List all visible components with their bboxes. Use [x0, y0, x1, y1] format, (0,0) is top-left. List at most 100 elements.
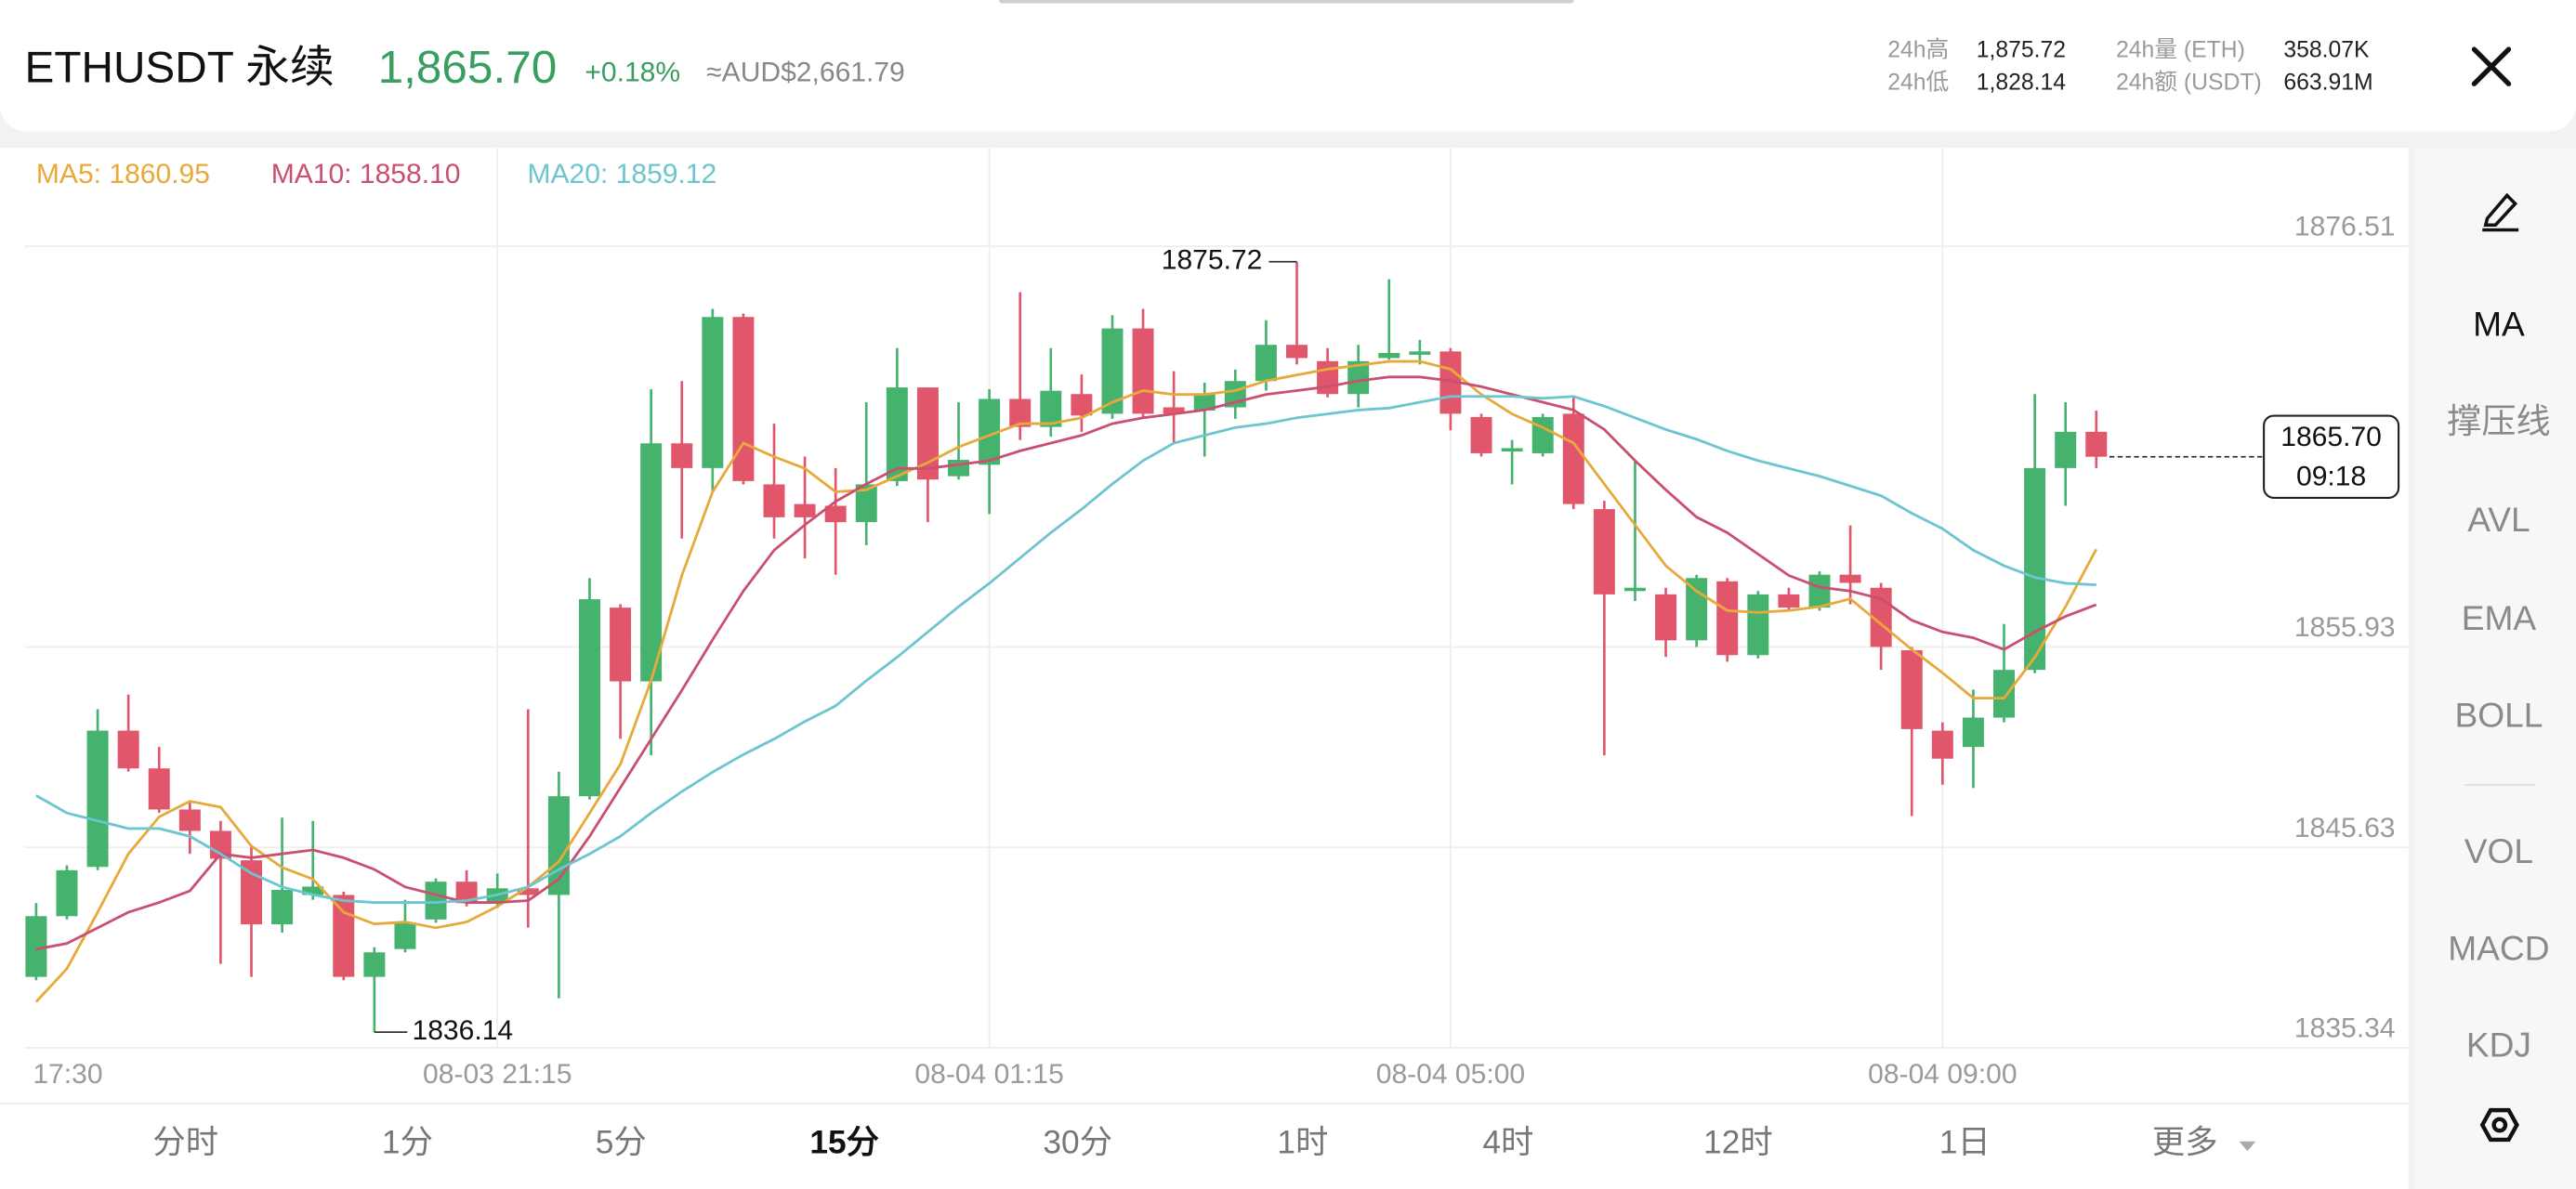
candle-body	[517, 888, 539, 895]
candle-body	[1747, 594, 1769, 656]
candle-body	[1470, 416, 1492, 453]
legend-item: MA10: 1858.10	[271, 159, 461, 189]
candle-body	[363, 952, 386, 977]
candle-body	[1071, 394, 1093, 416]
candle-body	[886, 387, 908, 481]
candle-body	[1409, 351, 1431, 355]
candle-body	[1562, 413, 1584, 504]
y-tick-label: 1855.93	[2294, 612, 2396, 643]
candle-body	[56, 869, 78, 917]
indicator-tab[interactable]: VOL	[2464, 831, 2533, 870]
candle-body	[1009, 399, 1032, 427]
interval-tab[interactable]: 1分	[382, 1125, 433, 1161]
candle-body	[1686, 578, 1708, 641]
candle-body	[640, 443, 663, 682]
candle-body	[824, 505, 847, 523]
sidebar	[2414, 148, 2576, 1189]
ma-line	[35, 395, 2096, 905]
candle-body	[763, 484, 785, 517]
candle-body	[394, 922, 416, 949]
candle-body	[1501, 448, 1523, 452]
interval-tab[interactable]: 更多	[2152, 1125, 2218, 1161]
candle-body	[1593, 509, 1615, 594]
indicator-tab[interactable]: AVL	[2467, 500, 2530, 539]
chart-card	[0, 148, 2409, 1189]
stat-label: 24h额 (USDT)	[2116, 70, 2262, 96]
candle-body	[2085, 431, 2108, 457]
ma-line	[34, 359, 2098, 1003]
last-price-box	[2263, 414, 2400, 499]
y-tick-label: 1845.63	[2294, 813, 2396, 843]
candle-body	[1716, 581, 1739, 656]
candle-body	[1808, 574, 1831, 608]
candle-body	[333, 895, 355, 977]
candle-body	[979, 399, 1001, 465]
draw-tool-icon[interactable]	[2482, 192, 2519, 232]
interval-tab[interactable]: 15分	[809, 1125, 879, 1161]
legend-item: MA5: 1860.95	[36, 159, 210, 189]
candle-body	[2024, 467, 2046, 671]
x-tick-label: 08-04 09:00	[1868, 1059, 2017, 1090]
drag-handle[interactable]	[998, 0, 1574, 4]
interval-tab[interactable]: 分时	[152, 1125, 218, 1161]
indicator-tab[interactable]: 撑压线	[2447, 401, 2550, 440]
interval-tab[interactable]: 12时	[1703, 1125, 1773, 1161]
candle-body	[1193, 394, 1216, 412]
stat-value: 663.91M	[2283, 71, 2372, 96]
candle-body	[702, 317, 724, 468]
low-label: 1836.14	[413, 1015, 514, 1046]
candle-body	[1255, 345, 1277, 382]
candle-body	[732, 317, 755, 481]
stat-value: 358.07K	[2283, 37, 2370, 62]
candle-body	[1347, 360, 1370, 395]
stat-value: 1,875.72	[1977, 37, 2066, 62]
candle-body	[1163, 407, 1185, 414]
x-tick-label: 08-04 01:15	[914, 1059, 1063, 1090]
interval-tab[interactable]: 5分	[596, 1125, 647, 1161]
close-button[interactable]	[2471, 46, 2512, 86]
more-caret[interactable]	[2239, 1141, 2256, 1152]
interval-tab[interactable]: 1时	[1277, 1125, 1328, 1161]
candle-body	[1655, 594, 1677, 641]
y-tick-label: 1835.34	[2294, 1013, 2396, 1043]
interval-tab[interactable]: 30分	[1043, 1125, 1112, 1161]
candle-body	[302, 886, 324, 895]
candle-body	[1900, 650, 1923, 729]
candle-body	[86, 730, 109, 868]
interval-tab[interactable]: 1日	[1939, 1125, 1991, 1161]
indicator-tab[interactable]: KDJ	[2466, 1026, 2531, 1065]
x-tick-label: 08-03 21:15	[423, 1059, 572, 1090]
candle-body	[578, 599, 600, 797]
stat-label: 24h量 (ETH)	[2116, 37, 2245, 62]
candle-body	[1101, 328, 1124, 414]
candle-body	[117, 730, 139, 769]
candle-body	[148, 768, 170, 810]
ma-line	[35, 375, 2097, 951]
fiat-price: ≈AUD$2,661.79	[706, 58, 905, 88]
header-card	[0, 0, 2576, 132]
change: +0.18%	[585, 58, 680, 88]
candle-body	[1286, 345, 1308, 359]
x-tick-label: 17:30	[33, 1059, 102, 1090]
candle-body	[1778, 594, 1800, 608]
indicator-tab[interactable]: EMA	[2462, 598, 2537, 637]
last-price: 1865.70	[2280, 422, 2382, 452]
candle-body	[271, 889, 294, 925]
candle-body	[916, 387, 939, 480]
indicator-tab[interactable]: MA	[2473, 305, 2525, 344]
high-label: 1875.72	[1162, 245, 1263, 276]
candle-body	[1993, 670, 2016, 718]
candle-body	[425, 882, 447, 920]
indicator-tab[interactable]: MACD	[2448, 928, 2549, 967]
candle-body	[1931, 730, 1953, 759]
indicator-tab[interactable]: BOLL	[2454, 695, 2543, 734]
candle-body	[671, 443, 693, 468]
interval-tab[interactable]: 4时	[1482, 1125, 1533, 1161]
countdown: 09:18	[2296, 462, 2366, 492]
candle-body	[455, 882, 478, 904]
y-tick-label: 1876.51	[2294, 212, 2396, 242]
settings-icon[interactable]	[2479, 1107, 2519, 1143]
candle-body	[1531, 416, 1554, 453]
candle-body	[1378, 353, 1400, 359]
